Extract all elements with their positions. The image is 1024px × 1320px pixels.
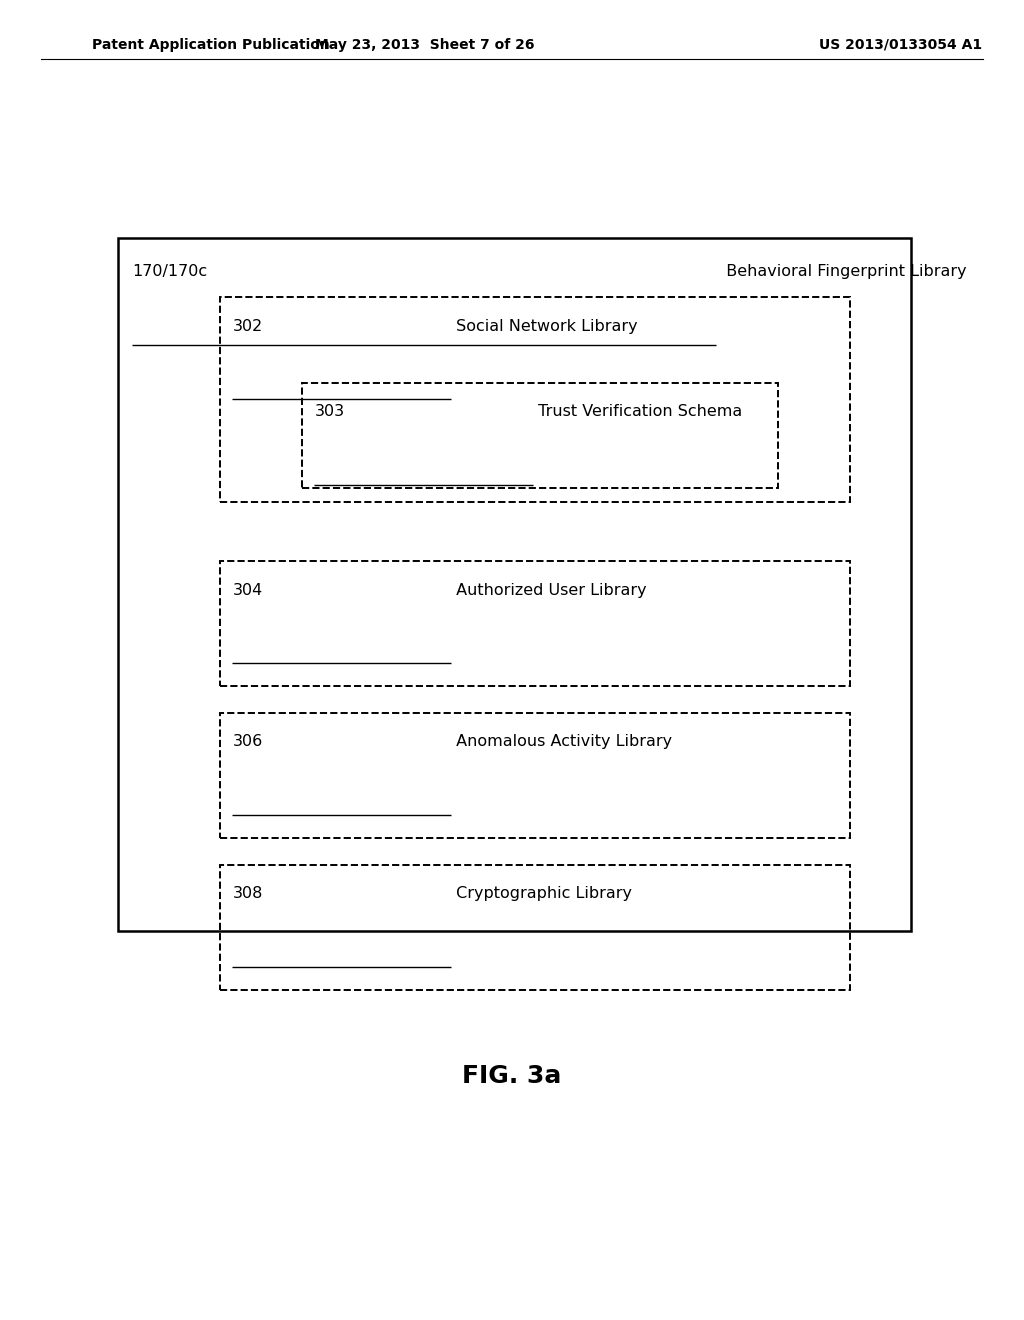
Text: May 23, 2013  Sheet 7 of 26: May 23, 2013 Sheet 7 of 26 bbox=[315, 38, 535, 51]
Text: Trust Verification Schema: Trust Verification Schema bbox=[534, 404, 742, 420]
Bar bbox=[220, 297, 850, 502]
Text: 308: 308 bbox=[232, 886, 263, 902]
Bar bbox=[302, 383, 778, 488]
Text: Patent Application Publication: Patent Application Publication bbox=[92, 38, 330, 51]
Text: Authorized User Library: Authorized User Library bbox=[452, 582, 647, 598]
Bar bbox=[118, 238, 911, 931]
Text: Anomalous Activity Library: Anomalous Activity Library bbox=[452, 734, 673, 750]
Bar bbox=[220, 865, 850, 990]
Text: Social Network Library: Social Network Library bbox=[452, 318, 638, 334]
Text: 306: 306 bbox=[232, 734, 263, 750]
Text: 303: 303 bbox=[314, 404, 344, 420]
Bar bbox=[220, 561, 850, 686]
Text: 170/170c: 170/170c bbox=[132, 264, 207, 280]
Text: 302: 302 bbox=[232, 318, 263, 334]
Text: 304: 304 bbox=[232, 582, 263, 598]
Text: Cryptographic Library: Cryptographic Library bbox=[452, 886, 633, 902]
Bar bbox=[220, 713, 850, 838]
Text: Behavioral Fingerprint Library: Behavioral Fingerprint Library bbox=[716, 264, 967, 280]
Text: FIG. 3a: FIG. 3a bbox=[462, 1064, 562, 1088]
Text: US 2013/0133054 A1: US 2013/0133054 A1 bbox=[819, 38, 982, 51]
